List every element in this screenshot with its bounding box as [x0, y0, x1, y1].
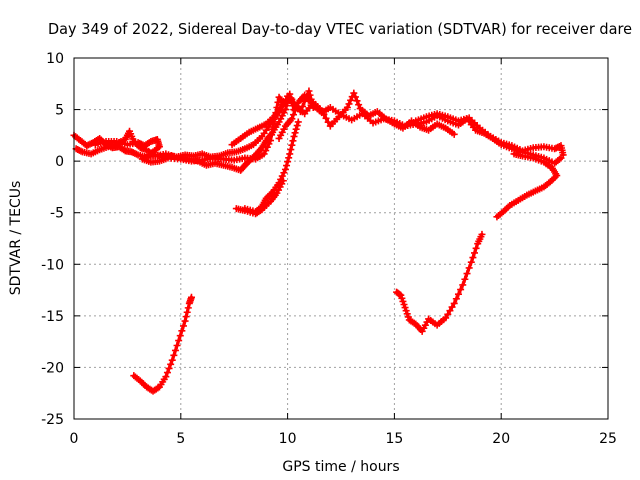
data-point [345, 100, 353, 108]
x-tick-label: 10 [279, 431, 297, 447]
data-point [173, 342, 181, 350]
data-point [448, 303, 456, 311]
data-point [478, 230, 486, 238]
series-sat-j [130, 293, 195, 395]
y-tick-label: -25 [41, 412, 64, 428]
data-point [288, 115, 296, 123]
data-point [442, 314, 450, 322]
data-point [353, 97, 361, 105]
x-axis-label: GPS time / hours [282, 459, 399, 475]
data-point [170, 351, 178, 359]
data-point [182, 313, 190, 321]
data-point [463, 270, 471, 278]
data-point [559, 151, 567, 159]
series-sat-i [493, 150, 561, 221]
data-point [452, 295, 460, 303]
data-point [290, 132, 298, 140]
data-point [281, 165, 289, 173]
data-point [350, 89, 358, 97]
data-point [293, 122, 301, 130]
data-point [168, 356, 176, 364]
data-point [471, 249, 478, 257]
data-point [162, 373, 170, 381]
data-point [175, 337, 183, 345]
data-point [269, 125, 277, 133]
data-point [444, 310, 452, 318]
data-point [273, 104, 281, 112]
data-point [288, 141, 296, 149]
data-point [324, 118, 332, 126]
data-point [165, 364, 173, 372]
data-point [289, 137, 297, 145]
data-point [467, 258, 475, 266]
data-point [283, 162, 291, 170]
data-point [279, 177, 287, 185]
data-point [178, 327, 186, 335]
data-point [291, 107, 299, 115]
data-point [510, 150, 518, 158]
data-point [292, 125, 300, 133]
data-point [305, 87, 313, 95]
axis-ticks: 0 5 10 15 20 25 -25 -20 -15 -10 -5 0 5 10 [41, 51, 617, 447]
data-point [176, 332, 184, 340]
data-point [450, 130, 458, 138]
data-point [179, 322, 187, 330]
y-axis-label: SDTVAR / TECUs [8, 181, 24, 296]
y-tick-label: -20 [41, 360, 64, 376]
x-tick-label: 5 [176, 431, 185, 447]
data-point [286, 150, 294, 158]
data-point [461, 275, 469, 283]
data-point [187, 293, 195, 301]
data-point [343, 104, 351, 112]
x-tick-label: 15 [385, 431, 403, 447]
y-tick-label: 5 [55, 103, 64, 119]
x-tick-label: 0 [70, 431, 79, 447]
data-point [351, 93, 359, 101]
data-point [465, 264, 473, 272]
y-tick-label: -5 [50, 206, 64, 222]
data-point [270, 119, 278, 127]
data-point [267, 137, 275, 145]
series-sat-f [412, 110, 567, 159]
data-point [183, 308, 191, 316]
x-tick-label: 25 [599, 431, 617, 447]
data-point [163, 369, 171, 377]
data-point [322, 114, 330, 122]
data-point [472, 244, 480, 252]
data-point [268, 131, 276, 139]
series-sat-k [393, 230, 486, 335]
chart-title: Day 349 of 2022, Sidereal Day-to-day VTE… [48, 20, 632, 38]
data-point [285, 154, 293, 162]
series-sat-c [91, 87, 317, 166]
data-series [70, 87, 567, 395]
data-point [184, 304, 192, 312]
data-point [355, 101, 363, 109]
y-tick-label: 10 [46, 51, 64, 67]
data-point [171, 346, 179, 354]
data-point [294, 118, 302, 126]
plot-frame [73, 57, 609, 420]
data-point [167, 360, 175, 368]
x-tick-label: 20 [492, 431, 510, 447]
data-point [284, 158, 292, 166]
data-point [454, 290, 462, 298]
data-point [446, 307, 454, 315]
data-point [457, 286, 465, 294]
data-point [181, 317, 189, 325]
data-point [459, 281, 467, 289]
y-tick-label: 0 [55, 154, 64, 170]
data-point [293, 102, 301, 110]
data-point [469, 254, 477, 262]
data-point [347, 96, 355, 104]
y-tick-label: -10 [41, 257, 64, 273]
data-point [289, 111, 297, 119]
data-point [450, 299, 458, 307]
y-tick-label: -15 [41, 309, 64, 325]
series-sat-h [232, 177, 287, 218]
data-point [287, 146, 295, 154]
data-point [291, 129, 299, 137]
